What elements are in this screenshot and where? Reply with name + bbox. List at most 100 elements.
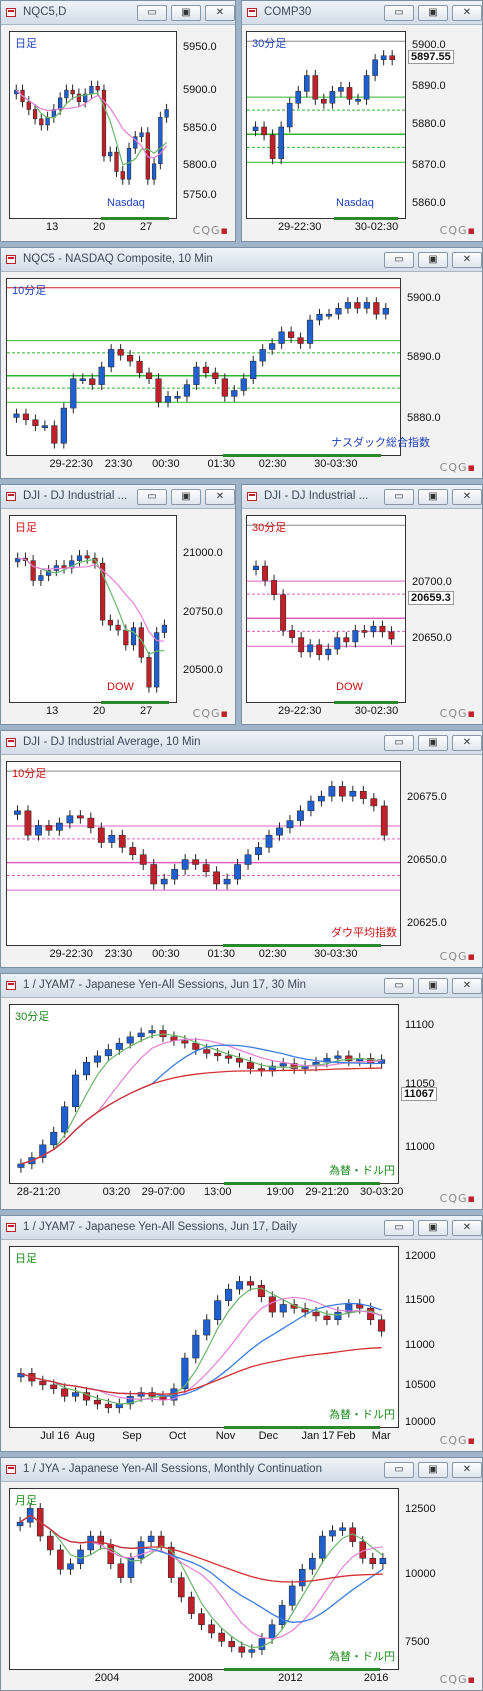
x-tick-label: 30-02:30: [354, 221, 399, 233]
candle-body: [41, 425, 48, 428]
title-bar[interactable]: COMP30 ▭ ▣ ✕: [242, 1, 482, 25]
candle-body: [79, 378, 86, 381]
candle-body: [139, 854, 147, 865]
plot-area[interactable]: [9, 1488, 399, 1670]
plot-area[interactable]: [246, 515, 406, 703]
cqg-window-icon: [6, 738, 16, 747]
timeframe-label: 30分足: [252, 522, 287, 534]
candle-body: [316, 644, 323, 656]
plot-area[interactable]: [9, 515, 177, 703]
restore-button[interactable]: ▣: [418, 978, 448, 994]
restore-button[interactable]: ▣: [418, 489, 448, 505]
instrument-note: ナスダック総合指数: [331, 437, 430, 449]
title-bar[interactable]: DJI - DJ Industrial ... ▭ ▣ ✕: [242, 485, 482, 509]
last-price-box: 5897.55: [408, 50, 454, 65]
close-button[interactable]: ✕: [452, 5, 482, 21]
candle-body: [261, 126, 267, 136]
minimize-button[interactable]: ▭: [384, 978, 414, 994]
candle-body: [269, 343, 276, 350]
close-button[interactable]: ✕: [205, 489, 235, 505]
restore-button[interactable]: ▣: [418, 5, 448, 21]
close-button[interactable]: ✕: [205, 5, 235, 21]
restore-button[interactable]: ▣: [171, 489, 201, 505]
close-button[interactable]: ✕: [452, 1462, 482, 1478]
candle-body: [303, 75, 310, 92]
restore-button[interactable]: ▣: [418, 252, 448, 268]
y-tick-label: 7500: [405, 1635, 430, 1648]
title-bar[interactable]: DJI - DJ Industrial ... ▭ ▣ ✕: [1, 485, 235, 509]
chart-canvas: [17, 1276, 386, 1414]
restore-button[interactable]: ▣: [418, 1220, 448, 1236]
y-tick-label: 5880.0: [412, 118, 446, 130]
candle-body: [238, 1646, 246, 1653]
restore-button[interactable]: ▣: [171, 5, 201, 21]
candle-body: [321, 99, 327, 104]
candle-body: [146, 657, 152, 688]
candle-body: [26, 101, 31, 110]
candle-body: [61, 1388, 69, 1397]
plot-area[interactable]: [6, 278, 401, 456]
candle-body: [39, 118, 44, 126]
x-tick-label: Aug: [75, 1430, 95, 1442]
minimize-button[interactable]: ▭: [384, 252, 414, 268]
candle-body: [223, 878, 231, 885]
x-tick-label: 20: [93, 705, 106, 717]
chart-window-p6: DJI - DJ Industrial Average, 10 Min ▭ ▣ ✕ 10…: [0, 730, 483, 968]
candle-body: [355, 99, 361, 102]
candle-body: [61, 1106, 69, 1133]
brand-mark-icon: ▪: [467, 461, 476, 474]
chart-window-p7: 1 / JYAM7 - Japanese Yen-All Sessions, J…: [0, 973, 483, 1210]
candle-body: [343, 637, 350, 643]
minimize-button[interactable]: ▭: [384, 1220, 414, 1236]
minimize-button[interactable]: ▭: [384, 489, 414, 505]
title-bar[interactable]: 1 / JYAM7 - Japanese Yen-All Sessions, J…: [1, 974, 482, 998]
plot-area[interactable]: [246, 31, 406, 219]
title-bar[interactable]: 1 / JYAM7 - Japanese Yen-All Sessions, J…: [1, 1216, 482, 1240]
candle-body: [318, 795, 325, 802]
brand-text: CQG: [439, 950, 468, 963]
title-bar[interactable]: NQC5,D ▭ ▣ ✕: [1, 1, 235, 25]
candle-body: [262, 565, 269, 581]
candle-body: [253, 565, 259, 571]
candle-body: [150, 864, 158, 885]
title-bar[interactable]: NQC5 - NASDAQ Composite, 10 Min ▭ ▣ ✕: [1, 248, 482, 272]
candle-body: [286, 102, 293, 128]
restore-button[interactable]: ▣: [418, 1462, 448, 1478]
minimize-button[interactable]: ▭: [137, 5, 167, 21]
title-bar[interactable]: DJI - DJ Industrial Average, 10 Min ▭ ▣ ✕: [1, 731, 482, 755]
minimize-button[interactable]: ▭: [384, 735, 414, 751]
close-button[interactable]: ✕: [452, 978, 482, 994]
candle-body: [352, 630, 359, 643]
plot-area[interactable]: [9, 1004, 399, 1184]
candle-body: [335, 308, 342, 315]
last-price-box: 20659.3: [408, 590, 454, 605]
candle-body: [208, 1624, 215, 1634]
plot-area[interactable]: [9, 1246, 399, 1428]
moving-average-line: [17, 557, 165, 642]
close-button[interactable]: ✕: [452, 252, 482, 268]
close-button[interactable]: ✕: [452, 735, 482, 751]
candle-body: [76, 93, 82, 102]
candle-body: [214, 1053, 222, 1057]
cqg-window-icon: [6, 492, 16, 501]
x-tick-label: 30-02:30: [354, 705, 399, 717]
x-tick-label: 2004: [94, 1672, 120, 1684]
minimize-button[interactable]: ▭: [384, 1462, 414, 1478]
minimize-button[interactable]: ▭: [137, 489, 167, 505]
plot-area[interactable]: [6, 761, 401, 946]
chart-window-p1: NQC5,D ▭ ▣ ✕ 日足 Nasdaq 5950.0 5900.0 5850.0 5800.…: [0, 0, 236, 242]
close-button[interactable]: ✕: [452, 489, 482, 505]
candle-body: [115, 1042, 123, 1050]
x-tick-label: 27: [140, 221, 153, 233]
candle-body: [228, 1641, 235, 1648]
plot-area[interactable]: [9, 31, 177, 219]
candle-body: [72, 1074, 80, 1107]
instrument-note: DOW: [107, 681, 134, 693]
candle-body: [14, 810, 21, 815]
close-button[interactable]: ✕: [452, 1220, 482, 1236]
title-bar[interactable]: 1 / JYA - Japanese Yen-All Sessions, Mon…: [1, 1458, 482, 1482]
cqg-logo: CQG▪: [440, 224, 476, 237]
minimize-button[interactable]: ▭: [384, 5, 414, 21]
x-tick-label: 30-03:30: [314, 458, 358, 470]
restore-button[interactable]: ▣: [418, 735, 448, 751]
